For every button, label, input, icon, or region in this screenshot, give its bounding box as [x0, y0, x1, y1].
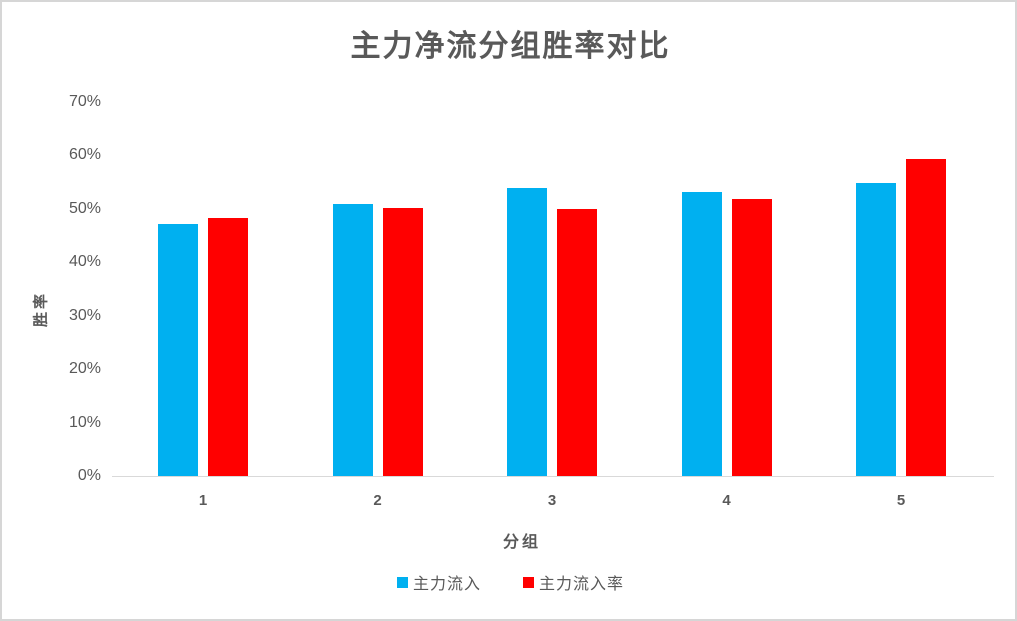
bar-主力流入率-group-2 — [382, 207, 423, 476]
x-category-label: 2 — [373, 492, 382, 509]
legend-label: 主力流入 — [412, 576, 481, 593]
chart-title: 主力净流分组胜率对比 — [350, 30, 671, 63]
y-tick-label: 40% — [68, 253, 101, 271]
y-tick-label: 20% — [68, 360, 101, 378]
bar-主力流入率-group-5 — [906, 158, 946, 476]
y-tick-label: 60% — [68, 146, 101, 164]
bar-主力流入率-group-1 — [208, 217, 248, 476]
legend: 主力流入 主力流入率 — [2, 570, 1015, 594]
legend-swatch-icon — [396, 576, 408, 588]
bar-主力流入-group-4 — [681, 192, 722, 476]
y-tick-label: 30% — [68, 306, 101, 324]
bar-主力流入率-group-4 — [731, 198, 772, 476]
x-axis-title: 分组 — [502, 534, 541, 551]
legend-swatch-icon — [523, 576, 534, 588]
y-tick-label: 10% — [68, 413, 101, 431]
bar-主力流入-group-1 — [158, 224, 198, 476]
legend-item-主力流入率: 主力流入率 — [523, 570, 624, 594]
bar-主力流入率-group-3 — [557, 209, 597, 476]
plot-area — [112, 102, 994, 477]
y-tick-label: 50% — [68, 199, 101, 217]
legend-item-主力流入: 主力流入 — [396, 570, 481, 594]
x-category-label: 5 — [896, 492, 906, 509]
bar-主力流入-group-3 — [507, 187, 547, 476]
bar-主力流入-group-5 — [856, 183, 896, 476]
y-tick-label: 0% — [77, 467, 101, 484]
y-tick-label: 70% — [68, 93, 101, 110]
legend-label: 主力流入率 — [539, 576, 625, 593]
x-category-label: 1 — [198, 492, 208, 509]
x-category-label: 3 — [547, 492, 557, 509]
bar-主力流入-group-2 — [332, 203, 373, 476]
x-category-label: 4 — [722, 492, 731, 509]
